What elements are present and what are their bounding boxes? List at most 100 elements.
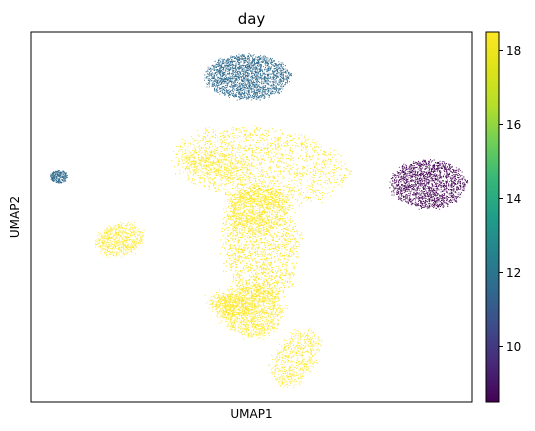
top-cluster-point (229, 67, 231, 69)
top-cluster-point (238, 66, 239, 68)
left-small-cluster-point (55, 171, 57, 173)
top-cluster-point (280, 78, 282, 80)
right-cluster-point (392, 177, 394, 179)
right-cluster-point (417, 185, 419, 187)
top-cluster-point (267, 83, 269, 85)
top-cluster-point (212, 75, 214, 77)
right-cluster-point (416, 197, 418, 198)
right-cluster-point (422, 171, 424, 173)
top-cluster-point (279, 78, 281, 80)
top-cluster-point (288, 73, 290, 75)
top-cluster-point (247, 69, 249, 71)
right-cluster-point (411, 179, 413, 181)
top-cluster-point (245, 60, 247, 62)
right-cluster-point (429, 180, 430, 182)
right-cluster-point (409, 167, 411, 169)
right-cluster-point (407, 184, 408, 186)
top-cluster-point (222, 61, 224, 63)
top-cluster-point (279, 75, 281, 77)
top-cluster-point (256, 98, 258, 100)
left-small-cluster-point (50, 174, 52, 176)
right-cluster-point (419, 168, 421, 170)
right-cluster-point (403, 178, 405, 179)
right-cluster-point (406, 188, 408, 190)
right-cluster-point (411, 184, 413, 186)
left-small-cluster-point (56, 173, 58, 175)
top-cluster-point (260, 67, 262, 69)
top-cluster-point (255, 89, 257, 91)
right-cluster-point (419, 164, 421, 166)
left-small-cluster-point (58, 170, 60, 172)
right-cluster-point (407, 168, 409, 170)
right-cluster-point (442, 206, 444, 208)
top-cluster-point (229, 65, 231, 67)
right-cluster-point (398, 182, 400, 184)
left-mid-cluster-point (98, 239, 100, 241)
right-cluster-point (426, 183, 427, 185)
right-cluster-point (452, 172, 454, 174)
top-cluster-point (268, 66, 270, 68)
top-cluster-point (257, 75, 259, 77)
right-cluster-point (424, 185, 426, 187)
right-cluster-point (450, 170, 451, 172)
top-cluster-point (247, 58, 249, 60)
left-mid-cluster-point (103, 245, 105, 247)
top-cluster-point (234, 88, 236, 90)
right-cluster-point (428, 199, 430, 200)
right-cluster-point (409, 197, 411, 199)
top-cluster-point (234, 85, 236, 87)
top-cluster-point (233, 64, 235, 66)
right-cluster-point (440, 195, 442, 197)
right-cluster-point (446, 169, 448, 170)
right-cluster-point (455, 200, 457, 202)
left-small-cluster-point (50, 177, 52, 179)
right-cluster-point (417, 172, 419, 174)
right-cluster-point (436, 189, 438, 191)
right-cluster-point (446, 185, 447, 187)
right-cluster-point (449, 165, 451, 167)
top-cluster-point (271, 78, 273, 80)
left-small-cluster-point (57, 174, 59, 176)
right-cluster-point (459, 193, 461, 195)
top-cluster-point (220, 70, 222, 72)
top-cluster-point (217, 60, 219, 62)
right-cluster-point (401, 195, 402, 197)
right-cluster-point (433, 170, 435, 172)
right-cluster-point (406, 175, 408, 177)
top-cluster-point (233, 72, 234, 74)
top-cluster-point (264, 77, 266, 79)
top-cluster-point (245, 84, 247, 85)
right-cluster-point (436, 163, 438, 165)
right-cluster-point (447, 204, 449, 206)
top-cluster-point (230, 60, 232, 62)
right-cluster-point (463, 188, 465, 190)
right-cluster-point (428, 207, 430, 208)
right-cluster-point (420, 169, 422, 171)
top-cluster-point (240, 55, 242, 57)
top-cluster-point (259, 63, 261, 65)
right-cluster-point (435, 207, 437, 209)
right-cluster-point (449, 200, 451, 202)
right-cluster-point (417, 163, 419, 165)
top-cluster-point (232, 81, 234, 83)
top-cluster-point (254, 85, 256, 87)
right-cluster-point (427, 186, 429, 187)
top-cluster-point (249, 88, 251, 90)
left-mid-cluster-point (122, 232, 124, 234)
right-cluster-point (457, 168, 459, 170)
left-mid-cluster-point (124, 248, 126, 250)
right-cluster-point (464, 179, 466, 181)
top-cluster-point (252, 59, 254, 60)
top-cluster-point (274, 62, 276, 64)
right-cluster-point (394, 174, 396, 176)
top-cluster-point (249, 69, 251, 71)
top-cluster-point (234, 86, 236, 87)
right-cluster-point (421, 174, 423, 175)
right-cluster-point (448, 201, 450, 202)
top-cluster-point (240, 90, 242, 92)
left-mid-cluster-point (96, 241, 98, 243)
top-cluster-point (216, 89, 218, 90)
top-cluster-point (248, 79, 250, 81)
top-cluster-point (280, 74, 281, 75)
top-cluster-point (243, 74, 245, 76)
